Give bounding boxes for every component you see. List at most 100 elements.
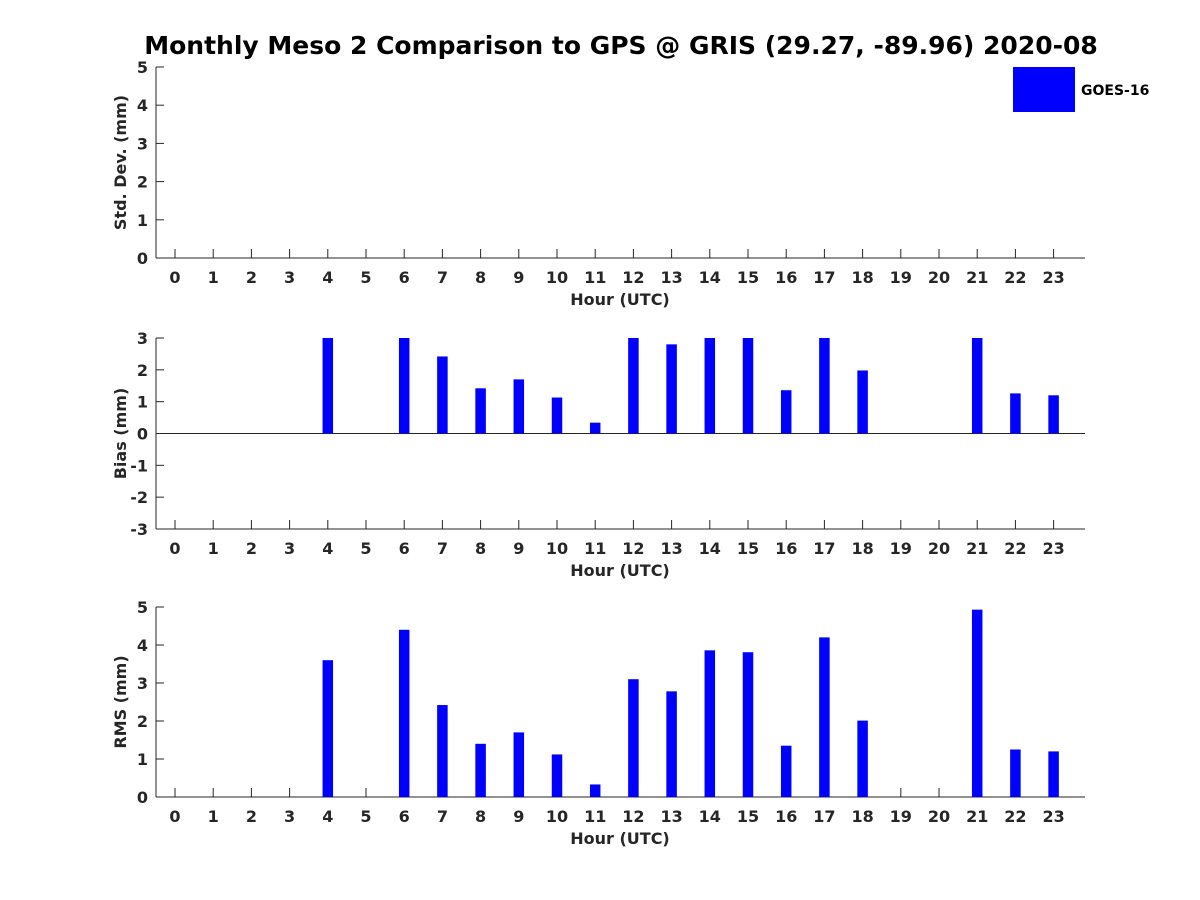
bias-bar — [628, 338, 639, 434]
bias-x-tick-label: 21 — [966, 539, 988, 558]
rms-bar — [475, 743, 486, 797]
std-dev-x-tick-label: 9 — [513, 268, 524, 287]
bias-x-tick-label: 2 — [246, 539, 257, 558]
std-dev-x-tick-label: 4 — [322, 268, 333, 287]
bias-x-tick-label: 23 — [1042, 539, 1064, 558]
rms-x-tick-label: 4 — [322, 807, 333, 826]
rms-y-tick-label: 4 — [137, 636, 148, 655]
rms-y-axis-label: RMS (mm) — [111, 655, 130, 748]
std-dev-y-axis-label: Std. Dev. (mm) — [111, 95, 130, 230]
rms-x-tick-label: 16 — [775, 807, 797, 826]
bias-bar — [819, 338, 830, 434]
std-dev-x-tick-label: 15 — [737, 268, 759, 287]
legend: GOES-16 — [1013, 67, 1149, 112]
bias-x-tick-label: 7 — [437, 539, 448, 558]
std-dev-x-axis-label: Hour (UTC) — [570, 290, 670, 309]
legend-label: GOES-16 — [1081, 83, 1149, 99]
rms-x-tick-label: 12 — [622, 807, 644, 826]
bias-x-tick-label: 22 — [1004, 539, 1026, 558]
std-dev-x-tick-label: 2 — [246, 268, 257, 287]
rms-x-tick-label: 0 — [169, 807, 180, 826]
std-dev-x-tick-label: 3 — [284, 268, 295, 287]
bias-y-tick-label: -3 — [130, 520, 148, 539]
std-dev-x-tick-label: 6 — [399, 268, 410, 287]
rms-bar — [322, 660, 334, 797]
bias-bar — [1010, 393, 1021, 434]
bias-x-tick-label: 20 — [928, 539, 950, 558]
bias-bar — [437, 356, 448, 434]
bias-x-tick-label: 5 — [360, 539, 371, 558]
std-dev-x-tick-label: 17 — [813, 268, 835, 287]
rms-x-tick-label: 8 — [475, 807, 486, 826]
bias-y-tick-label: 2 — [137, 361, 148, 380]
rms-bar — [666, 691, 677, 797]
std-dev-x-tick-label: 10 — [546, 268, 568, 287]
rms-x-tick-label: 15 — [737, 807, 759, 826]
bias-x-tick-label: 10 — [546, 539, 568, 558]
rms-bar — [780, 745, 792, 797]
bias-x-tick-label: 3 — [284, 539, 295, 558]
std-dev-y-tick-label: 0 — [137, 249, 148, 268]
std-dev-x-tick-label: 16 — [775, 268, 797, 287]
rms-bar — [589, 784, 601, 797]
bias-y-tick-label: 3 — [137, 329, 148, 348]
std-dev-x-tick-label: 13 — [660, 268, 682, 287]
std-dev-y-tick-label: 5 — [137, 58, 148, 77]
std-dev-x-tick-label: 8 — [475, 268, 486, 287]
bias-x-tick-label: 16 — [775, 539, 797, 558]
bias-x-tick-label: 1 — [208, 539, 219, 558]
bias-x-tick-label: 17 — [813, 539, 835, 558]
std-dev-x-tick-label: 14 — [699, 268, 721, 287]
bias-x-tick-label: 13 — [660, 539, 682, 558]
rms-bar — [1048, 751, 1059, 797]
bias-x-tick-label: 8 — [475, 539, 486, 558]
bias-x-axis-label: Hour (UTC) — [570, 561, 670, 580]
std-dev-y-tick-label: 1 — [137, 211, 148, 230]
bias-bar — [742, 338, 754, 434]
rms-x-tick-label: 5 — [360, 807, 371, 826]
bias-bar — [398, 338, 410, 434]
rms-bar — [1010, 749, 1021, 797]
rms-x-tick-label: 21 — [966, 807, 988, 826]
rms-bar — [857, 720, 868, 797]
rms-bar — [437, 705, 448, 797]
rms-y-tick-label: 1 — [137, 750, 148, 769]
bias-x-tick-label: 4 — [322, 539, 333, 558]
rms-bar — [513, 732, 525, 797]
rms-x-tick-label: 22 — [1004, 807, 1026, 826]
bias-bar — [322, 338, 334, 434]
bias-bar — [513, 379, 525, 434]
bias-bar — [704, 338, 716, 434]
bias-x-tick-label: 6 — [399, 539, 410, 558]
rms-x-tick-label: 9 — [513, 807, 524, 826]
bias-bar — [589, 422, 601, 434]
rms-x-tick-label: 19 — [890, 807, 912, 826]
bias-bar — [857, 370, 868, 434]
rms-x-tick-label: 20 — [928, 807, 950, 826]
std-dev-y-tick-label: 4 — [137, 96, 148, 115]
rms-bar — [819, 637, 830, 797]
bias-y-axis-label: Bias (mm) — [111, 388, 130, 480]
bias-bar — [780, 390, 792, 434]
bias-y-tick-label: -2 — [130, 488, 148, 507]
rms-y-tick-label: 2 — [137, 712, 148, 731]
bias-x-tick-label: 15 — [737, 539, 759, 558]
rms-bar — [742, 652, 754, 797]
bias-y-tick-label: 0 — [137, 425, 148, 444]
rms-x-axis-label: Hour (UTC) — [570, 829, 670, 848]
std-dev-x-tick-label: 18 — [851, 268, 873, 287]
std-dev-x-tick-label: 21 — [966, 268, 988, 287]
rms-y-tick-label: 3 — [137, 674, 148, 693]
rms-x-tick-label: 6 — [399, 807, 410, 826]
rms-x-tick-label: 17 — [813, 807, 835, 826]
rms-x-tick-label: 23 — [1042, 807, 1064, 826]
rms-x-tick-label: 18 — [851, 807, 873, 826]
bias-x-tick-label: 9 — [513, 539, 524, 558]
std-dev-x-tick-label: 11 — [584, 268, 606, 287]
bias-x-tick-label: 0 — [169, 539, 180, 558]
chart-title: Monthly Meso 2 Comparison to GPS @ GRIS … — [144, 31, 1098, 60]
bias-x-tick-label: 19 — [890, 539, 912, 558]
rms-x-tick-label: 13 — [660, 807, 682, 826]
